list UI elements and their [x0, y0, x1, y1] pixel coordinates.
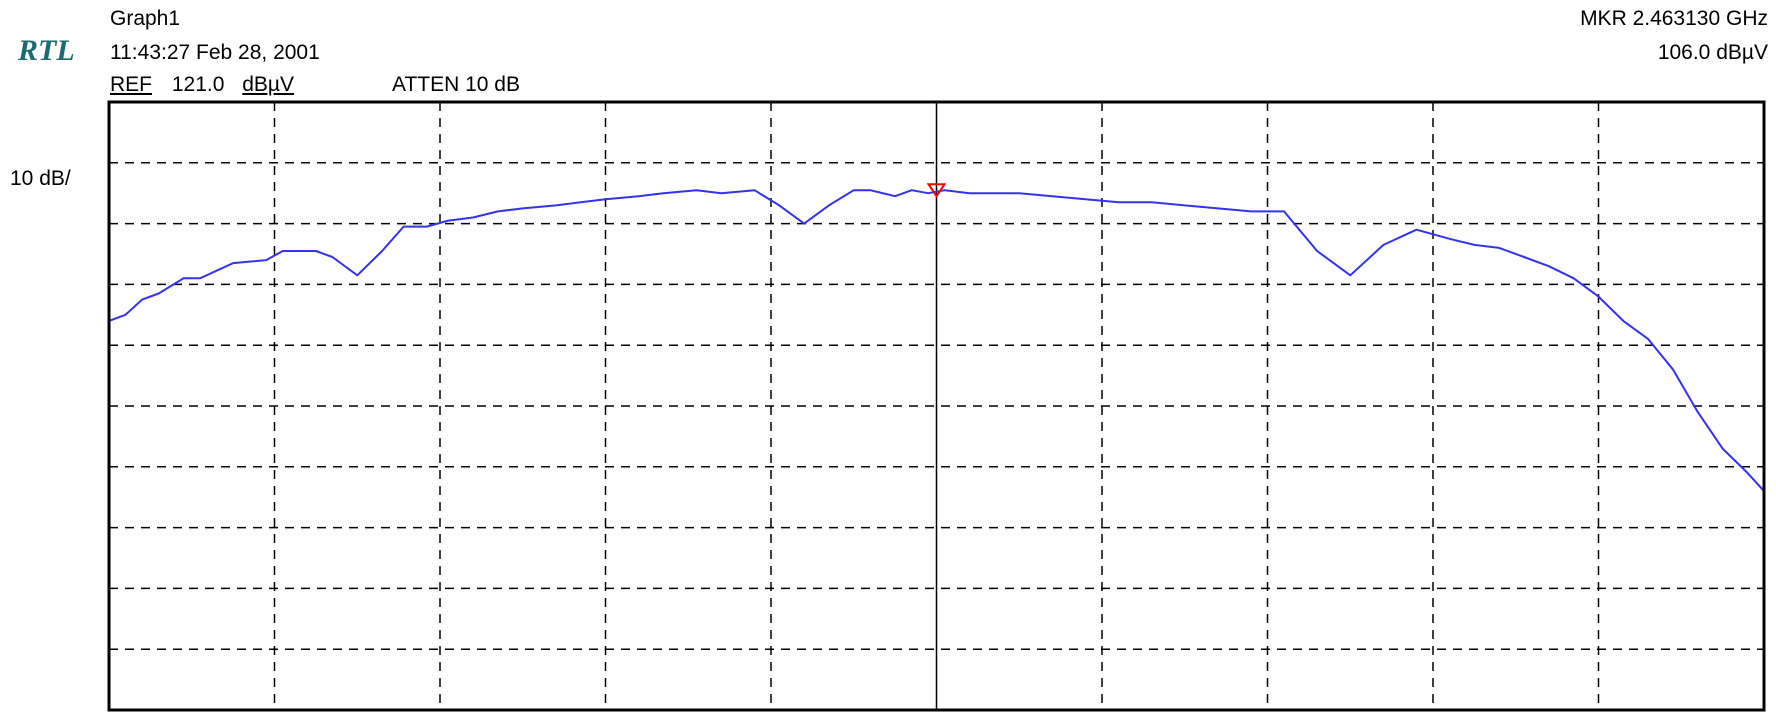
timestamp: 11:43:27 Feb 28, 2001	[110, 41, 320, 64]
reference-level: REF 121.0 dBµV	[110, 73, 294, 97]
graticule	[109, 102, 1764, 710]
ref-unit: dBµV	[242, 73, 295, 96]
scale-per-division: 10 dB/	[10, 167, 71, 190]
attenuation: ATTEN 10 dB	[392, 73, 520, 96]
trace-layer	[108, 183, 1765, 492]
plot-frame	[107, 100, 1766, 712]
graph-title: Graph1	[110, 7, 181, 30]
ref-value: 121.0	[171, 73, 225, 96]
rtl-logo: RTL	[18, 34, 75, 67]
marker-level: 106.0 dBµV	[1657, 41, 1768, 64]
ref-label: REF	[110, 73, 152, 96]
spectrum-trace	[108, 189, 1765, 492]
marker-frequency: MKR 2.463130 GHz	[1580, 7, 1768, 30]
marker-triangle-icon	[926, 183, 947, 199]
